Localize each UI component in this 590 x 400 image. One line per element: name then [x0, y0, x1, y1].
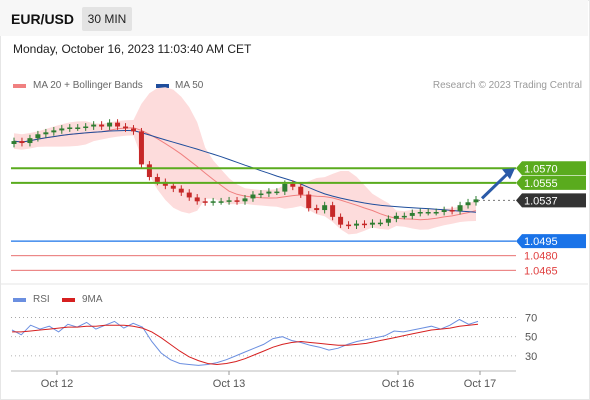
rsi-tick-label: 30	[525, 351, 537, 363]
candle-body	[202, 201, 208, 203]
candle-body	[154, 177, 160, 182]
rsi-ma-line	[12, 323, 479, 366]
timestamp: Monday, October 16, 2023 11:03:40 AM CET	[13, 42, 252, 56]
resistance-level-2-tag	[516, 175, 586, 190]
chart-header: EUR/USD 30 MIN	[0, 0, 588, 36]
candle-body	[250, 194, 256, 199]
candle-body	[425, 212, 431, 214]
candle-body	[354, 223, 360, 226]
candle-body	[11, 141, 17, 144]
rsi-swatch	[13, 298, 26, 302]
candle-body	[27, 138, 33, 144]
candle-body	[35, 134, 41, 139]
rsi-tick-label: 70	[525, 313, 537, 325]
pivot-level-label: 1.0495	[524, 236, 558, 248]
ma20-swatch	[13, 84, 26, 88]
candle-body	[338, 216, 344, 225]
candle-body	[138, 131, 144, 165]
candle-body	[385, 218, 391, 223]
candle-body	[43, 132, 49, 135]
symbol-label: EUR/USD	[11, 11, 75, 27]
candle-body	[170, 185, 176, 189]
candle-body	[282, 183, 288, 192]
pivot-level-tag	[516, 234, 586, 249]
candle-body	[130, 128, 136, 132]
rsi-tick-label: 50	[525, 332, 537, 344]
candle-body	[322, 205, 328, 211]
x-axis-label: Oct 13	[213, 378, 245, 390]
support-level-2-label: 1.0465	[524, 265, 558, 277]
resistance-level-1-label: 1.0570	[524, 163, 558, 175]
candle-body	[361, 223, 367, 226]
candle-body	[346, 224, 352, 227]
candle-body	[75, 127, 81, 129]
forecast-arrow-head	[502, 168, 515, 180]
rsi-legend-label: RSI	[33, 294, 50, 305]
candle-body	[449, 210, 455, 212]
x-axis-label: Oct 16	[382, 378, 414, 390]
current-price-tag	[516, 193, 586, 208]
candle-body	[393, 215, 399, 219]
candle-body	[123, 126, 129, 129]
current-price-label: 1.0537	[524, 195, 558, 207]
ma50-line	[13, 129, 477, 213]
candle-body	[314, 208, 320, 211]
candle-body	[274, 191, 280, 194]
x-axis-label: Oct 17	[464, 378, 496, 390]
ma20-legend-label: MA 20 + Bollinger Bands	[33, 80, 143, 91]
candle-body	[194, 197, 200, 202]
candle-body	[401, 215, 407, 218]
candle-body	[266, 191, 272, 194]
candle-body	[377, 222, 383, 225]
candle-body	[51, 130, 57, 133]
resistance-level-1-tag	[516, 161, 586, 176]
candle-body	[218, 201, 224, 203]
candle-body	[178, 188, 184, 193]
candle-body	[409, 212, 415, 216]
ma50-legend-label: MA 50	[175, 80, 204, 91]
credit-text: Research © 2023 Trading Central	[432, 80, 582, 91]
candle-body	[441, 210, 447, 212]
candle-body	[417, 212, 423, 214]
ma50-swatch	[156, 84, 169, 88]
support-level-1-label: 1.0480	[524, 251, 558, 263]
candle-body	[473, 199, 479, 203]
candle-body	[115, 122, 121, 127]
ma9-swatch	[62, 298, 75, 302]
candle-body	[290, 183, 296, 187]
timeframe-button[interactable]: 30 MIN	[82, 7, 132, 31]
rsi-line	[11, 318, 479, 366]
resistance-level-2-label: 1.0555	[524, 178, 558, 190]
candle-body	[258, 193, 264, 196]
candle-body	[369, 222, 375, 225]
bollinger-bands	[14, 87, 476, 235]
candle-body	[226, 200, 232, 202]
candle-body	[83, 126, 89, 129]
candle-body	[457, 205, 463, 212]
candle-body	[306, 194, 312, 209]
candle-body	[242, 198, 248, 202]
candle-body	[186, 192, 192, 198]
candle-body	[210, 201, 216, 203]
candle-body	[298, 186, 304, 195]
candle-body	[91, 124, 97, 127]
candle-body	[19, 141, 25, 144]
candle-body	[67, 127, 73, 129]
candle-body	[465, 202, 471, 206]
x-axis-label: Oct 12	[41, 378, 73, 390]
forecast-arrow-shaft	[480, 172, 510, 200]
candle-body	[146, 164, 152, 178]
candle-body	[234, 200, 240, 202]
candle-body	[330, 205, 336, 217]
candle-body	[107, 122, 113, 127]
candle-body	[433, 212, 439, 214]
candle-body	[59, 128, 65, 131]
ma9-legend-label: 9MA	[82, 294, 103, 305]
candle-body	[99, 124, 105, 127]
